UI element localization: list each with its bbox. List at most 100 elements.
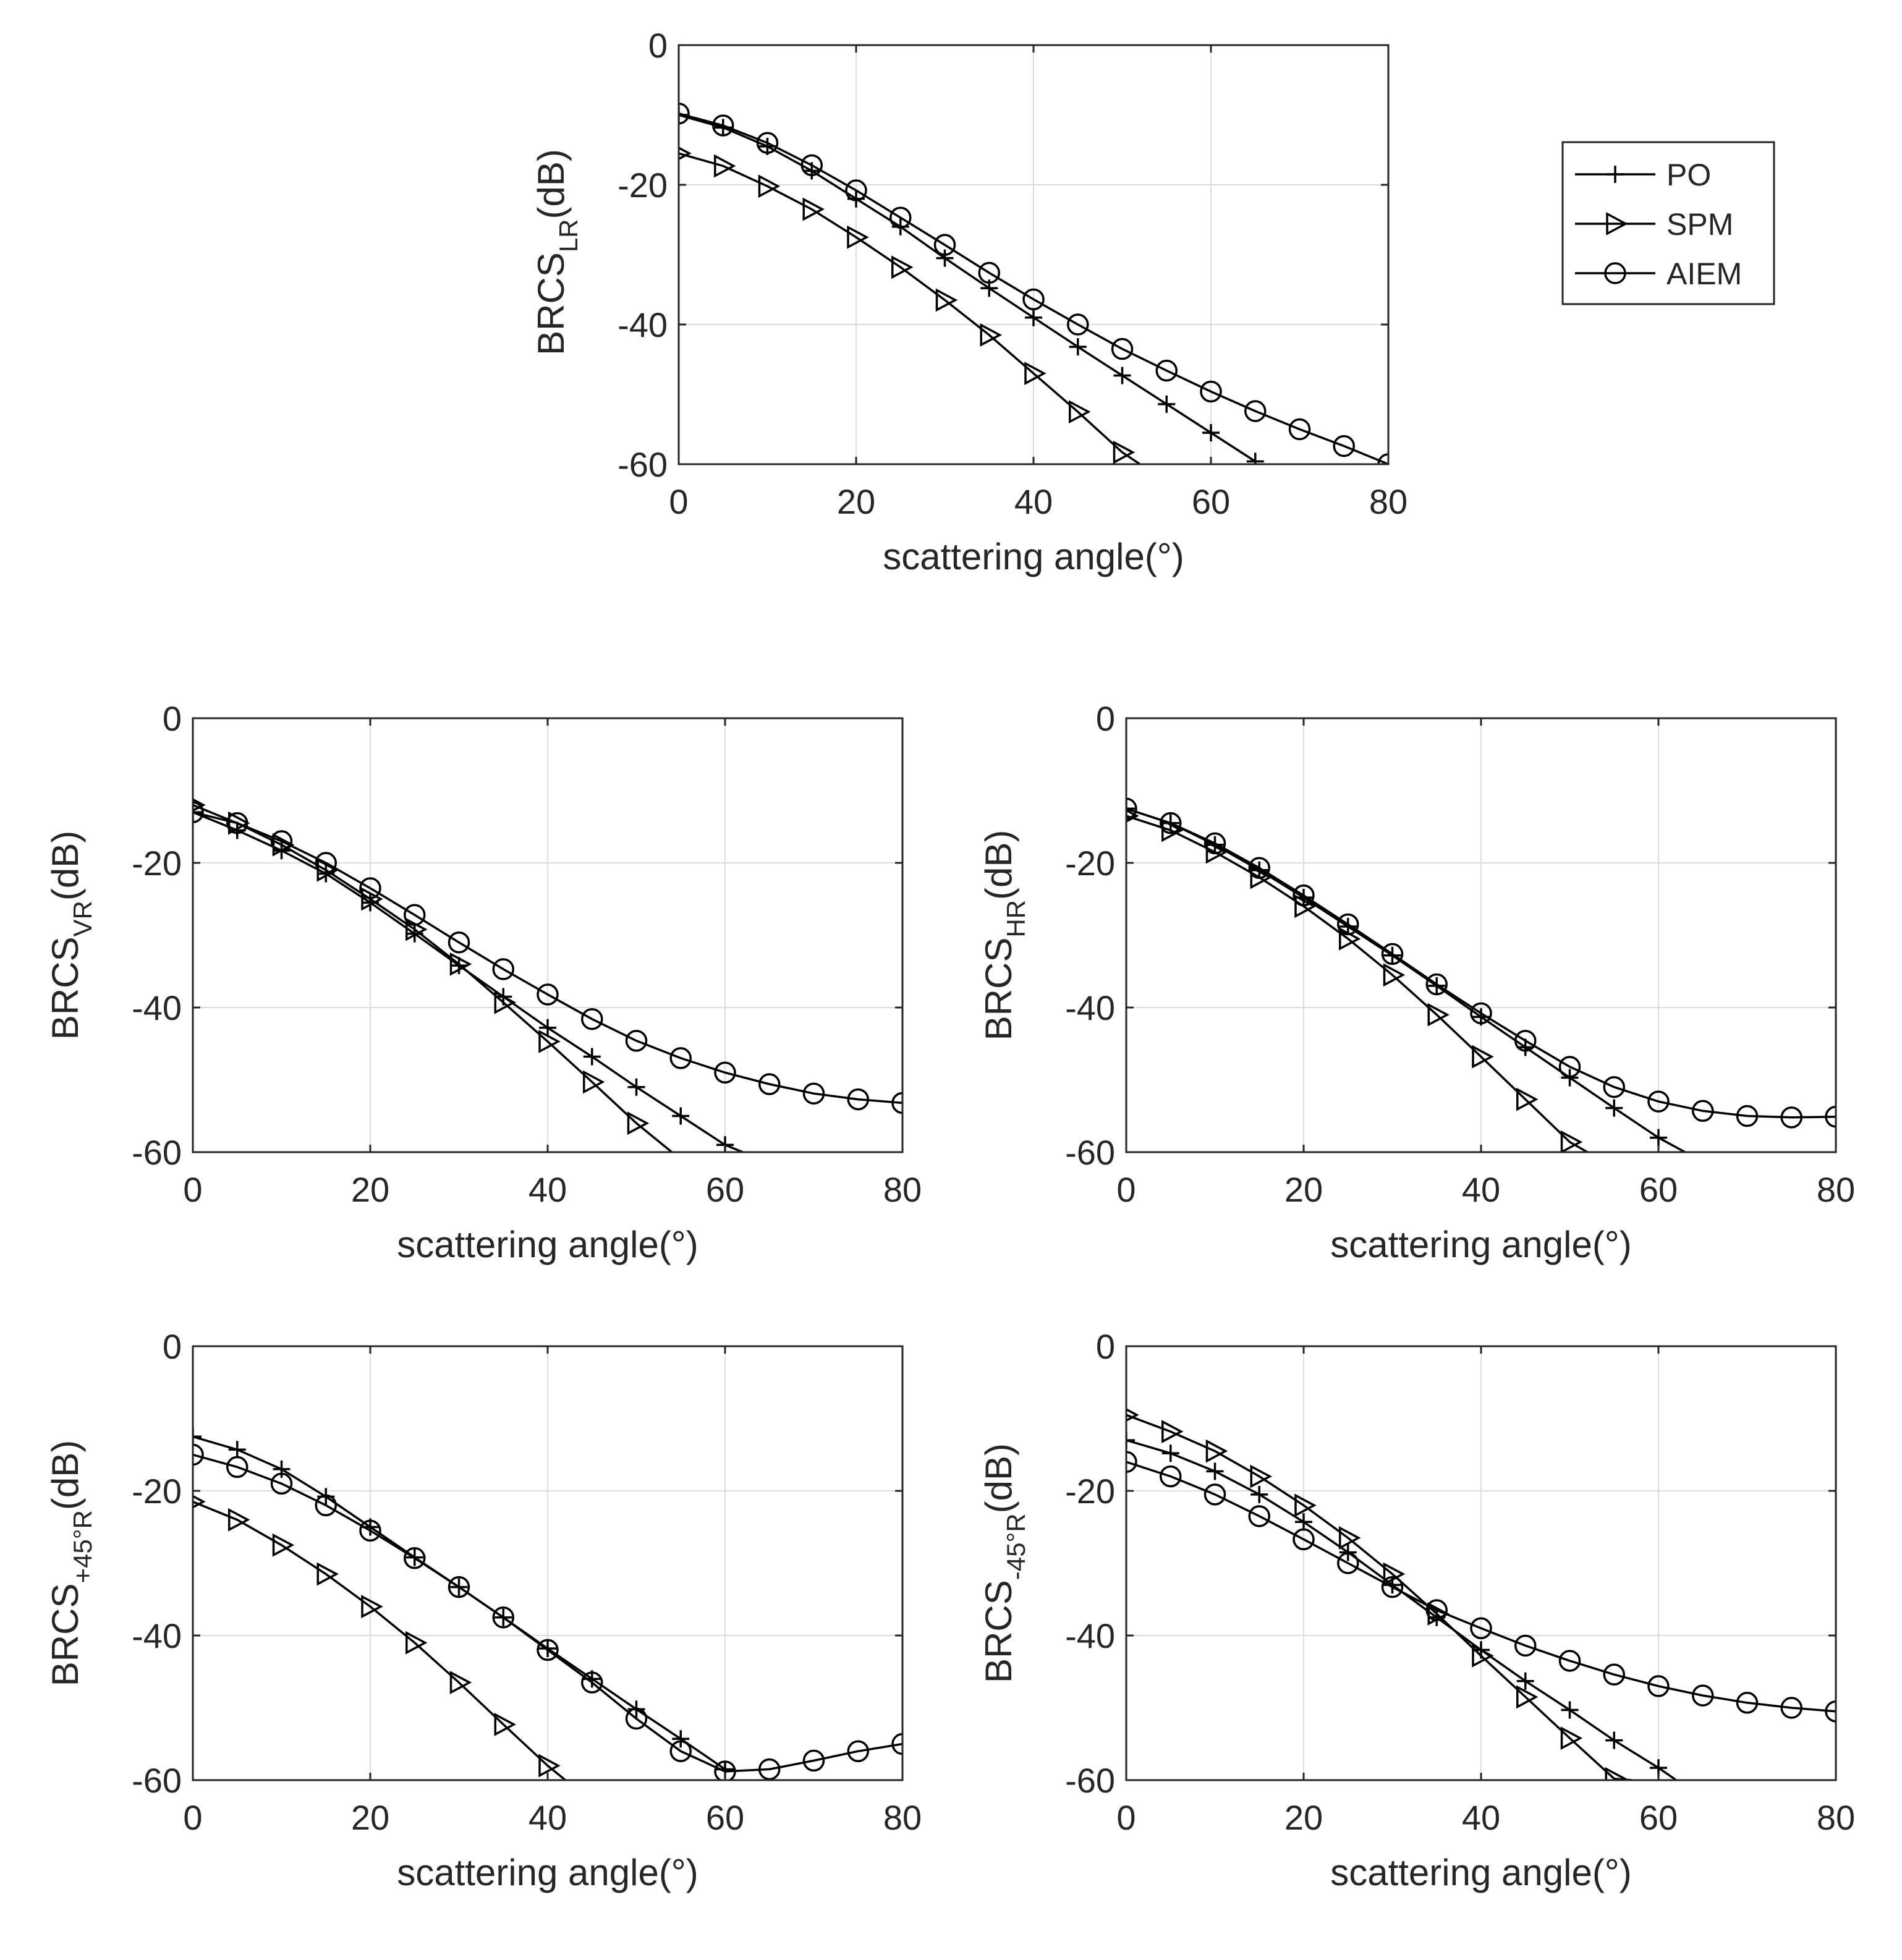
data-point-aiem — [315, 1494, 337, 1517]
data-point-spm — [847, 225, 869, 249]
y-axis-label-subscript: +45°R — [68, 1510, 97, 1583]
data-point-po — [1561, 1701, 1579, 1719]
data-point-po — [583, 1048, 601, 1066]
data-point-aiem — [802, 1082, 825, 1105]
data-point-po — [193, 1428, 202, 1446]
data-point-aiem — [1204, 1483, 1226, 1506]
data-point-spm — [1069, 400, 1091, 424]
x-tick-label: 20 — [351, 1170, 389, 1209]
data-point-spm — [1560, 1726, 1583, 1750]
series-line-aiem — [193, 1453, 902, 1773]
x-tick-label: 60 — [1192, 482, 1230, 521]
data-point-aiem — [1603, 1075, 1625, 1098]
data-point-spm — [1472, 1644, 1494, 1668]
series-aiem — [679, 102, 1388, 464]
data-point-aiem — [1337, 913, 1359, 936]
chart-vr: 0 20 40 60 80 0 -20 -40 -60 scattering angle(°) BR… — [45, 699, 922, 1265]
data-point-aiem — [1825, 1700, 1836, 1723]
y-tick-label: -20 — [1065, 1472, 1115, 1511]
data-point-aiem — [226, 812, 248, 834]
data-point-aiem — [1780, 1697, 1802, 1719]
data-point-po — [1126, 1432, 1135, 1449]
data-point-aiem — [1470, 1617, 1492, 1640]
y-axis-label: BRCSHR(dB) — [978, 830, 1030, 1041]
data-point-spm — [1205, 1439, 1228, 1463]
x-tick-label: 60 — [1639, 1798, 1678, 1837]
data-point-aiem — [1200, 380, 1222, 403]
data-point-spm — [449, 952, 472, 976]
x-tick-label: 80 — [883, 1170, 922, 1209]
data-point-aiem — [800, 154, 823, 177]
data-point-po — [1158, 395, 1176, 413]
data-point-po — [1025, 308, 1042, 326]
data-point-spm — [802, 197, 825, 221]
legend-item-spm: SPM — [1575, 207, 1733, 242]
legend-item-aiem: AIEM — [1575, 257, 1742, 291]
y-axis-label-unit: (dB) — [978, 830, 1019, 900]
y-tick-label: -60 — [1065, 1761, 1115, 1800]
data-point-aiem — [581, 1671, 603, 1694]
data-point-aiem — [891, 1092, 902, 1114]
data-point-aiem — [1558, 1650, 1581, 1672]
data-point-aiem — [847, 1088, 869, 1111]
x-tick-label: 0 — [183, 1170, 202, 1209]
series-line-aiem — [193, 811, 902, 1105]
data-point-po — [1295, 1513, 1312, 1531]
data-point-aiem — [1293, 884, 1315, 907]
series-spm — [193, 1495, 566, 1780]
data-point-po — [1126, 800, 1135, 818]
data-point-spm — [361, 1595, 383, 1619]
data-point-spm — [1605, 1767, 1627, 1780]
x-tick-label: 0 — [1116, 1798, 1136, 1837]
data-point-aiem — [492, 958, 514, 980]
data-point-spm — [679, 146, 692, 161]
series-line-spm — [193, 1500, 566, 1780]
data-point-aiem — [714, 1760, 736, 1780]
data-point-spm — [627, 1111, 650, 1135]
data-point-aiem — [1126, 1451, 1137, 1473]
y-axis-label-unit: (dB) — [978, 1443, 1019, 1513]
series-line-aiem — [1126, 807, 1836, 1119]
data-point-aiem — [1204, 832, 1226, 855]
data-point-spm — [1161, 1420, 1184, 1443]
series-aiem — [193, 1443, 902, 1780]
data-point-aiem — [270, 1472, 293, 1495]
y-tick-label: -60 — [618, 445, 668, 484]
y-tick-label: -20 — [618, 166, 668, 205]
data-point-spm — [316, 1562, 339, 1586]
series-spm — [193, 798, 673, 1152]
data-point-po — [1650, 1129, 1667, 1147]
chart-hr: 0 20 40 60 80 0 -20 -40 -60 scattering angle(°) BR… — [978, 699, 1855, 1265]
x-tick-label: 80 — [1369, 482, 1407, 521]
data-point-spm — [1516, 1087, 1539, 1111]
x-tick-label: 80 — [1817, 1798, 1855, 1837]
y-tick-label: 0 — [1096, 699, 1115, 738]
data-point-po — [936, 249, 954, 267]
data-point-aiem — [1514, 1634, 1537, 1657]
x-axis-label: scattering angle(°) — [1330, 1224, 1632, 1265]
data-point-aiem — [625, 1707, 648, 1730]
x-axis-label: scattering angle(°) — [397, 1852, 698, 1893]
data-point-po — [1202, 424, 1220, 442]
data-point-aiem — [1293, 1528, 1315, 1551]
data-point-aiem — [359, 1519, 381, 1542]
y-tick-label: -20 — [132, 1472, 182, 1511]
data-point-spm — [1294, 1493, 1317, 1517]
legend-marker-circle — [1604, 262, 1626, 284]
data-point-po — [539, 1019, 556, 1037]
x-axis-label: scattering angle(°) — [883, 536, 1184, 577]
data-point-aiem — [1248, 1505, 1270, 1527]
series-spm — [1126, 1408, 1632, 1780]
legend-marker-plus — [1607, 166, 1624, 183]
data-point-aiem — [1736, 1692, 1759, 1714]
data-point-spm — [1126, 1408, 1139, 1422]
series-line-aiem — [1126, 1461, 1836, 1713]
data-point-po — [672, 1107, 690, 1125]
data-point-spm — [1250, 865, 1272, 889]
y-tick-label: -20 — [1065, 844, 1115, 883]
data-point-aiem — [1603, 1663, 1625, 1686]
data-point-spm — [538, 1754, 561, 1778]
data-point-aiem — [1647, 1675, 1670, 1697]
data-point-aiem — [404, 904, 426, 926]
